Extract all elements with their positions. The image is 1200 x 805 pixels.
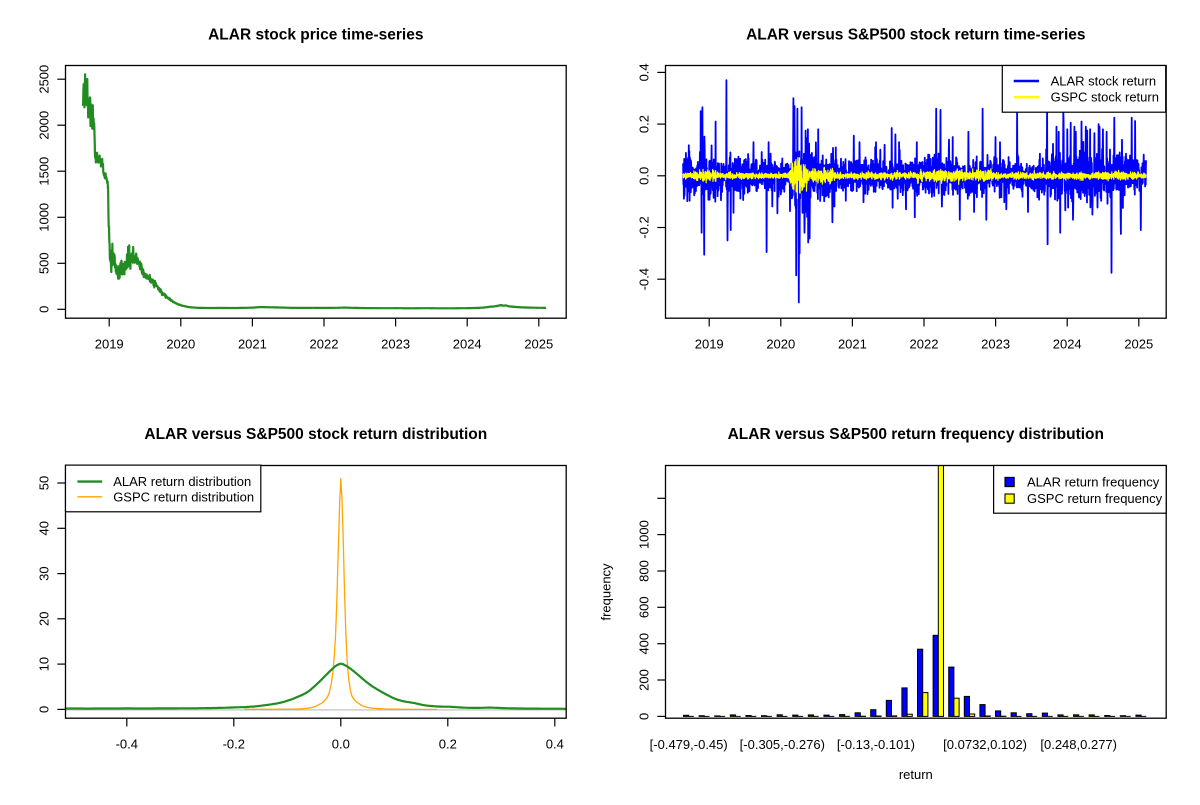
svg-text:30: 30	[36, 566, 51, 580]
svg-text:0: 0	[36, 306, 51, 313]
svg-text:2025: 2025	[524, 336, 553, 351]
svg-text:frequency: frequency	[599, 563, 614, 621]
svg-text:0: 0	[36, 706, 51, 713]
svg-text:20: 20	[36, 612, 51, 626]
svg-text:2023: 2023	[381, 336, 410, 351]
svg-text:ALAR stock return: ALAR stock return	[1051, 74, 1157, 89]
svg-text:GSPC return distribution: GSPC return distribution	[113, 489, 254, 504]
svg-text:GSPC return frequency: GSPC return frequency	[1027, 491, 1163, 506]
svg-text:0.4: 0.4	[546, 736, 564, 751]
svg-text:0.0: 0.0	[332, 736, 350, 751]
svg-text:200: 200	[636, 669, 651, 691]
svg-text:ALAR versus S&P500 stock retur: ALAR versus S&P500 stock return time-ser…	[746, 27, 1085, 44]
svg-text:500: 500	[36, 252, 51, 274]
svg-text:[0.248,0.277): [0.248,0.277)	[1040, 737, 1117, 752]
svg-text:2025: 2025	[1124, 336, 1153, 351]
svg-text:2021: 2021	[238, 336, 267, 351]
svg-text:0.2: 0.2	[636, 115, 651, 133]
svg-text:[-0.479,-0.45): [-0.479,-0.45)	[650, 737, 728, 752]
svg-text:2019: 2019	[695, 336, 724, 351]
svg-text:ALAR return distribution: ALAR return distribution	[113, 474, 251, 489]
svg-text:ALAR versus S&P500 stock retur: ALAR versus S&P500 stock return distribu…	[144, 426, 487, 443]
svg-text:2019: 2019	[95, 336, 124, 351]
svg-text:-0.2: -0.2	[636, 216, 651, 238]
svg-text:2021: 2021	[838, 336, 867, 351]
svg-text:-0.2: -0.2	[223, 736, 245, 751]
svg-text:ALAR return frequency: ALAR return frequency	[1027, 475, 1160, 490]
svg-text:[0.0732,0.102): [0.0732,0.102)	[943, 737, 1027, 752]
svg-text:2022: 2022	[310, 336, 339, 351]
svg-text:0.0: 0.0	[636, 167, 651, 185]
svg-text:400: 400	[636, 633, 651, 655]
svg-text:2023: 2023	[981, 336, 1010, 351]
svg-text:600: 600	[636, 596, 651, 618]
svg-text:-0.4: -0.4	[636, 268, 651, 290]
svg-text:10: 10	[36, 657, 51, 671]
svg-text:2000: 2000	[36, 111, 51, 140]
svg-text:2020: 2020	[766, 336, 795, 351]
svg-text:2500: 2500	[36, 65, 51, 94]
svg-text:1000: 1000	[36, 203, 51, 232]
svg-text:800: 800	[636, 560, 651, 582]
svg-text:ALAR versus S&P500 return freq: ALAR versus S&P500 return frequency dist…	[728, 426, 1104, 443]
svg-text:return: return	[899, 767, 933, 782]
svg-text:2022: 2022	[910, 336, 939, 351]
svg-text:0.2: 0.2	[439, 736, 457, 751]
svg-text:2024: 2024	[1053, 336, 1082, 351]
svg-text:40: 40	[36, 521, 51, 535]
svg-text:0: 0	[636, 713, 651, 720]
svg-text:[-0.13,-0.101): [-0.13,-0.101)	[837, 737, 915, 752]
svg-text:1000: 1000	[636, 520, 651, 549]
svg-text:2020: 2020	[166, 336, 195, 351]
svg-text:ALAR stock price time-series: ALAR stock price time-series	[208, 27, 423, 44]
svg-text:-0.4: -0.4	[116, 736, 138, 751]
svg-text:1500: 1500	[36, 157, 51, 186]
svg-text:2024: 2024	[453, 336, 482, 351]
svg-text:50: 50	[36, 476, 51, 490]
svg-text:0.4: 0.4	[636, 63, 651, 81]
svg-text:[-0.305,-0.276): [-0.305,-0.276)	[740, 737, 825, 752]
svg-text:GSPC stock return: GSPC stock return	[1051, 90, 1159, 105]
